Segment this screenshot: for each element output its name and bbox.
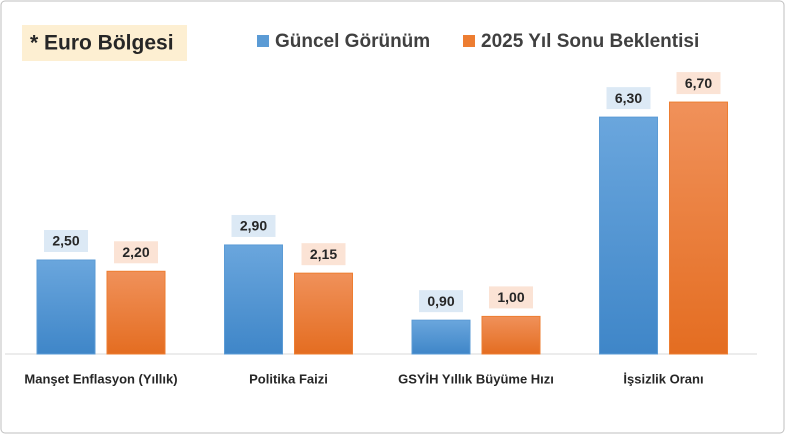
x-tick-label: Manşet Enflasyon (Yıllık) bbox=[24, 371, 177, 386]
value-label: 2,15 bbox=[310, 246, 337, 262]
title-box bbox=[22, 25, 187, 61]
value-label: 0,90 bbox=[427, 293, 454, 309]
bar bbox=[481, 315, 541, 355]
value-label-box bbox=[44, 230, 88, 252]
value-label-box bbox=[419, 290, 463, 313]
x-tick-label: GSYİH Yıllık Büyüme Hızı bbox=[398, 371, 554, 386]
x-tick-label: İşsizlik Oranı bbox=[623, 371, 703, 386]
bar bbox=[599, 116, 658, 355]
value-label: 2,90 bbox=[240, 218, 267, 234]
legend-label: 2025 Yıl Sonu Beklentisi bbox=[481, 31, 699, 52]
value-label-box bbox=[489, 286, 533, 309]
value-label-box bbox=[676, 72, 721, 95]
bar bbox=[36, 259, 96, 355]
bar bbox=[294, 272, 353, 355]
legend-label: Güncel Görünüm bbox=[275, 31, 430, 52]
value-label: 2,50 bbox=[52, 233, 79, 249]
value-label: 1,00 bbox=[497, 289, 524, 305]
value-label: 6,70 bbox=[685, 75, 712, 91]
chart-title: * Euro Bölgesi bbox=[30, 32, 174, 55]
value-label: 2,20 bbox=[122, 244, 149, 260]
bar bbox=[411, 319, 471, 355]
value-label: 6,30 bbox=[615, 90, 642, 106]
bar bbox=[224, 244, 283, 355]
value-label-box bbox=[114, 241, 158, 264]
legend-swatch bbox=[257, 35, 269, 47]
value-label-box bbox=[301, 243, 346, 266]
bar bbox=[669, 101, 728, 355]
value-label-box bbox=[231, 214, 276, 237]
bar bbox=[106, 270, 166, 355]
x-tick-label: Politika Faizi bbox=[249, 371, 328, 386]
legend-swatch bbox=[463, 35, 475, 47]
value-label-box bbox=[606, 87, 651, 110]
